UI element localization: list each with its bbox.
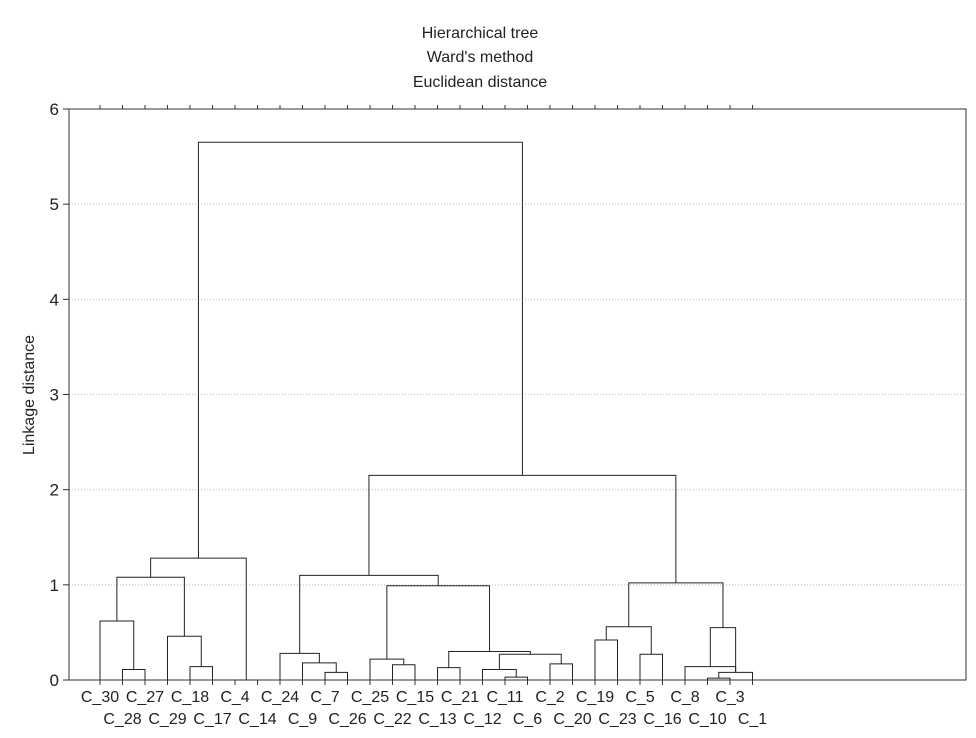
dendrogram-link: [116, 576, 185, 637]
dendrogram-link: [167, 635, 202, 680]
dendrogram-link: [605, 626, 652, 655]
chart-title-line-3: Euclidean distance: [413, 74, 547, 91]
leaf-label: C_20: [553, 711, 591, 728]
dendrogram-link: [639, 653, 663, 680]
dendrogram-link: [189, 666, 213, 680]
leaf-label: C_10: [688, 711, 726, 728]
dendrogram-link: [150, 557, 247, 680]
dendrogram-link: [718, 671, 753, 680]
leaf-label: C_1: [738, 711, 767, 728]
y-tick-labels: 0 1 2 3 4 5 6: [50, 100, 59, 690]
dendrogram-links: [99, 141, 753, 681]
y-tick-label: 2: [50, 481, 59, 500]
leaf-label: C_15: [396, 689, 434, 706]
leaf-label: C_7: [310, 689, 339, 706]
leaf-label: C_27: [126, 689, 164, 706]
leaf-label: C_3: [715, 689, 744, 706]
y-tick-label: 5: [50, 195, 59, 214]
leaf-label: C_9: [288, 711, 317, 728]
leaf-label: C_11: [486, 689, 523, 706]
leaf-label: C_12: [463, 711, 501, 728]
y-tick-label: 3: [50, 386, 59, 405]
leaf-label: C_30: [81, 689, 119, 706]
leaf-label: C_24: [261, 689, 299, 706]
dendrogram-link: [302, 662, 337, 680]
y-tick-label: 6: [50, 100, 59, 119]
leaf-label: C_26: [328, 711, 366, 728]
dendrogram-link: [392, 664, 416, 680]
leaf-label: C_16: [643, 711, 681, 728]
dendrogram-link: [299, 574, 439, 654]
chart-title-line-1: Hierarchical tree: [422, 25, 539, 42]
leaf-label: C_21: [441, 689, 479, 706]
dendrogram-link: [709, 627, 737, 673]
leaf-label: C_5: [625, 689, 654, 706]
leaf-label: C_14: [238, 711, 276, 728]
leaf-label: C_6: [513, 711, 542, 728]
grid-lines: [69, 203, 966, 586]
dendrogram-link: [197, 141, 523, 559]
leaf-label: C_8: [670, 689, 699, 706]
y-tick-label: 0: [50, 671, 59, 690]
dendrogram-link: [386, 585, 491, 660]
leaf-label: C_25: [351, 689, 389, 706]
y-tick-label: 1: [50, 576, 59, 595]
dendrogram-link: [628, 582, 724, 628]
dendrogram-link: [99, 620, 135, 680]
leaf-label: C_29: [148, 711, 186, 728]
leaf-labels: C_30 C_28 C_27 C_29 C_18 C_17 C_4 C_14 C_24 C_9 C_…: [81, 689, 767, 728]
dendrogram-link: [122, 669, 146, 680]
y-tick-label: 4: [50, 290, 59, 309]
leaf-label: C_23: [598, 711, 636, 728]
tick-marks: [63, 105, 753, 685]
dendrogram-link: [368, 474, 677, 583]
leaf-label: C_28: [103, 711, 141, 728]
dendrogram-link: [324, 671, 348, 680]
leaf-label: C_19: [576, 689, 614, 706]
y-axis-title: Linkage distance: [21, 335, 38, 455]
leaf-label: C_22: [373, 711, 411, 728]
leaf-label: C_17: [193, 711, 231, 728]
leaf-label: C_18: [171, 689, 209, 706]
chart-title-line-2: Ward's method: [427, 49, 534, 66]
dendrogram-link: [707, 677, 731, 680]
leaf-label: C_13: [418, 711, 456, 728]
dendrogram-link: [498, 653, 562, 670]
dendrogram-link: [594, 639, 618, 680]
leaf-label: C_4: [220, 689, 249, 706]
dendrogram-link: [437, 667, 461, 680]
dendrogram-link: [549, 663, 573, 680]
dendrogram-link: [482, 669, 517, 680]
dendrogram-link: [279, 652, 320, 680]
leaf-label: C_2: [535, 689, 564, 706]
dendrogram-link: [369, 658, 405, 680]
